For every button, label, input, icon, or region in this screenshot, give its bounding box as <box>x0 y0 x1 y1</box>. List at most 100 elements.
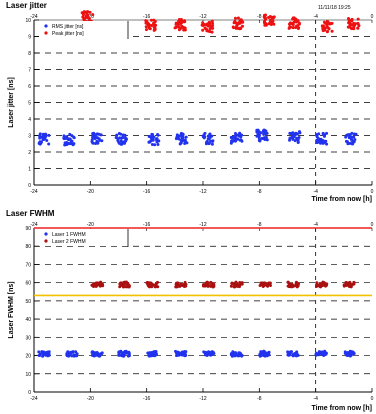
data-point <box>356 17 360 21</box>
data-cluster <box>62 132 76 147</box>
data-point <box>321 29 325 33</box>
data-point <box>95 351 99 355</box>
data-point <box>323 350 327 354</box>
data-point <box>352 27 356 31</box>
data-point <box>180 353 184 357</box>
data-point <box>69 142 73 146</box>
data-point <box>177 137 181 141</box>
data-cluster <box>320 19 334 34</box>
data-point <box>212 284 216 288</box>
data-point <box>209 139 213 143</box>
data-point <box>153 27 157 31</box>
data-point <box>124 349 128 353</box>
data-point <box>180 350 184 354</box>
data-point <box>88 10 92 14</box>
data-point <box>231 354 235 358</box>
x-tick-label: 0 <box>371 189 374 195</box>
data-cluster <box>286 350 300 358</box>
data-point <box>230 135 234 139</box>
data-point <box>97 137 101 141</box>
legend: RMS jitter [ns]Peak jitter [ns] <box>39 21 129 39</box>
data-point <box>62 136 66 140</box>
data-point <box>321 131 325 135</box>
data-point <box>240 282 244 286</box>
data-point <box>67 142 71 146</box>
x-tick-label: -20 <box>87 189 94 195</box>
data-point <box>91 141 95 145</box>
data-point <box>255 134 259 138</box>
data-point <box>233 135 237 139</box>
data-point <box>123 281 127 285</box>
data-point <box>202 136 206 140</box>
data-point <box>91 132 95 136</box>
data-point <box>320 352 324 356</box>
data-point <box>206 24 210 28</box>
y-tick-label: 0 <box>28 390 31 396</box>
data-point <box>287 285 291 289</box>
x-tick-label: -20 <box>87 396 94 402</box>
data-point <box>297 26 301 30</box>
data-cluster <box>343 349 356 358</box>
data-point <box>118 353 122 357</box>
data-point <box>289 282 293 286</box>
data-point <box>202 283 206 287</box>
data-point <box>211 139 215 143</box>
data-point <box>238 20 242 24</box>
data-point <box>259 131 263 135</box>
data-point <box>207 20 211 24</box>
data-point <box>294 131 298 135</box>
data-point <box>183 280 187 284</box>
data-point <box>237 285 241 289</box>
data-cluster <box>286 280 301 289</box>
data-point <box>325 282 329 286</box>
data-point <box>352 132 356 136</box>
x-tick-label: 0 <box>371 396 374 402</box>
data-point <box>184 135 188 139</box>
data-point <box>96 141 100 145</box>
data-point <box>150 285 154 289</box>
data-point <box>314 285 318 289</box>
data-point <box>238 27 242 31</box>
data-cluster <box>346 17 361 31</box>
x-tick-label-top: -16 <box>143 222 150 228</box>
jitter-panel-title: Laser jitter <box>6 1 47 10</box>
data-point <box>176 25 180 29</box>
data-cluster <box>174 280 188 289</box>
data-cluster <box>344 131 358 146</box>
data-point <box>178 142 182 146</box>
data-point <box>147 134 151 138</box>
data-point <box>233 16 237 20</box>
data-point <box>182 28 186 32</box>
legend-box <box>39 21 129 38</box>
x-tick-label-top: -20 <box>87 222 94 228</box>
data-point <box>38 136 42 140</box>
data-cluster <box>114 132 129 146</box>
y-tick-label: 4 <box>28 117 31 123</box>
data-point <box>345 284 349 288</box>
data-point <box>174 23 178 27</box>
data-point <box>209 280 213 284</box>
data-point <box>90 353 94 357</box>
data-point <box>144 25 148 29</box>
x-tick-label-top: -20 <box>87 14 94 20</box>
data-point <box>330 29 334 33</box>
y-tick-label: 1 <box>28 167 31 173</box>
data-point <box>176 284 180 288</box>
data-point <box>46 353 50 357</box>
data-point <box>315 281 319 285</box>
data-cluster <box>117 349 131 358</box>
data-point <box>238 351 242 355</box>
data-point <box>41 132 45 136</box>
data-point <box>150 143 154 147</box>
data-point <box>208 27 212 31</box>
data-point <box>289 21 293 25</box>
data-point <box>145 19 149 23</box>
data-point <box>211 282 215 286</box>
y-tick-label: 10 <box>25 18 31 24</box>
data-point <box>291 284 295 288</box>
data-point <box>156 285 160 289</box>
data-point <box>350 138 354 142</box>
data-point <box>233 137 237 141</box>
data-point <box>47 142 51 146</box>
